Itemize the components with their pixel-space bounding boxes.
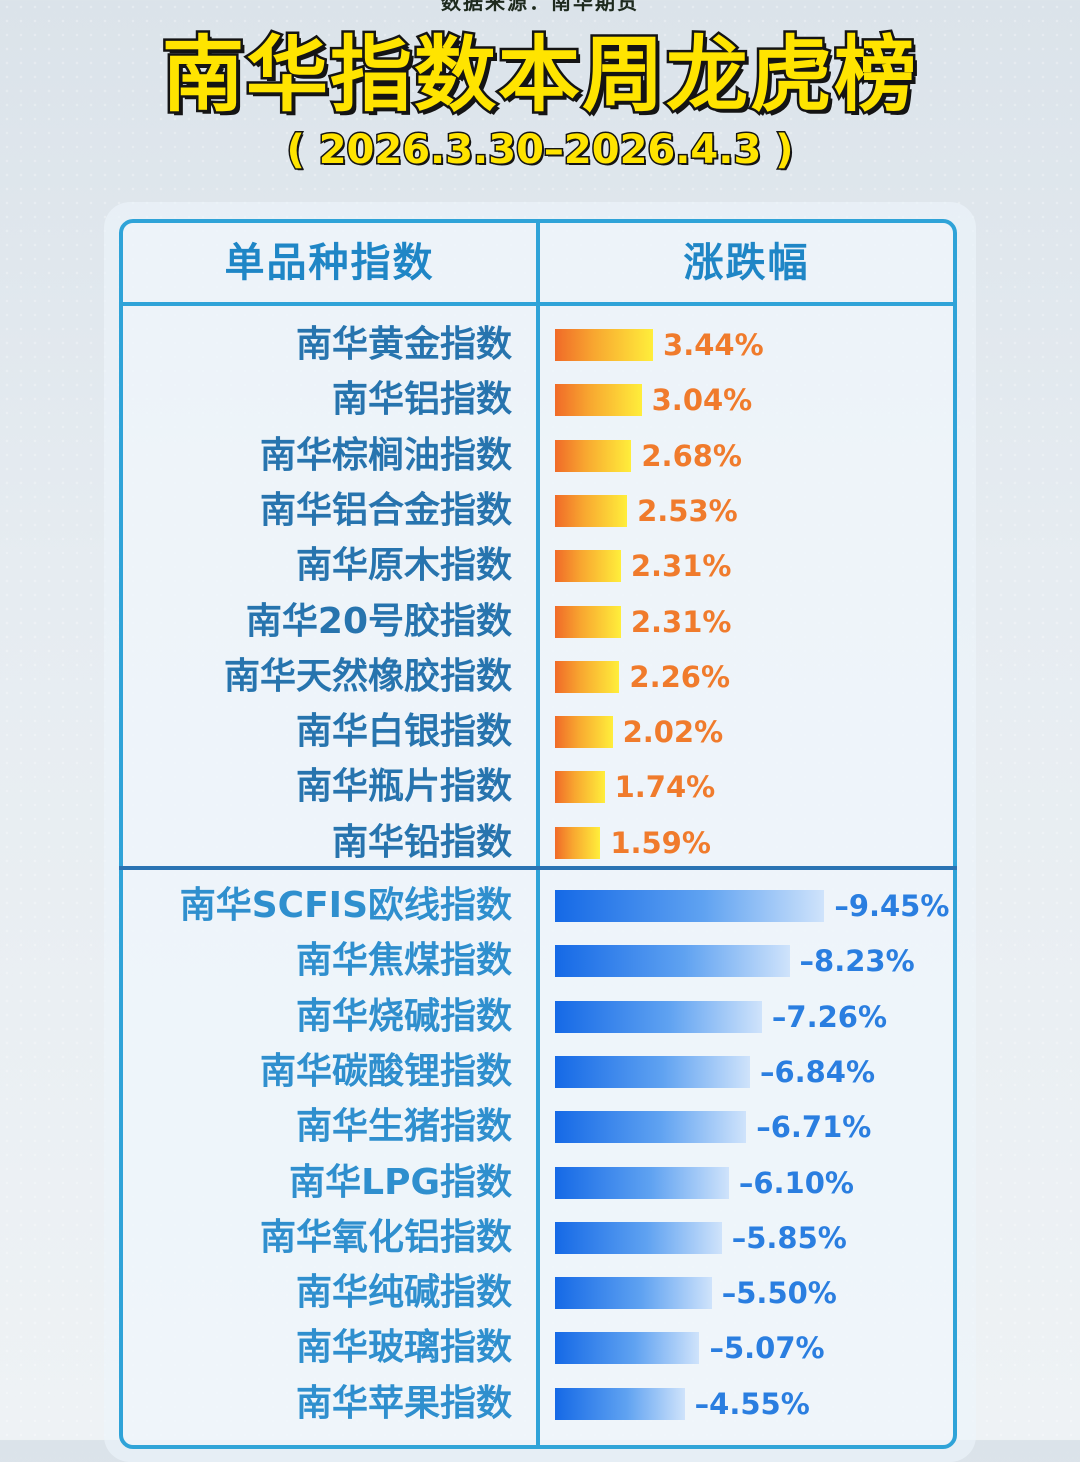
loss-index-name: 南华SCFIS欧线指数 [179, 885, 512, 926]
loss-index-name: 南华生猪指数 [295, 1106, 512, 1148]
loss-value-label: –5.07% [709, 1331, 825, 1366]
gain-bar [555, 384, 642, 417]
loss-value-label: –8.23% [799, 944, 915, 979]
gain-bar [555, 329, 654, 361]
loss-index-name: 南华氧化铝指数 [259, 1216, 512, 1258]
loss-index-name: 南华苹果指数 [295, 1382, 512, 1424]
loss-index-name: 南华烧碱指数 [295, 995, 512, 1037]
gain-value-label: 3.04% [651, 383, 753, 418]
loss-value-label: –6.71% [756, 1110, 872, 1145]
loss-bar [555, 890, 825, 922]
loss-bar [555, 945, 790, 978]
gain-bar [555, 771, 605, 804]
loss-bar [555, 1277, 712, 1310]
loss-index-name: 南华碳酸锂指数 [259, 1050, 512, 1092]
loss-value-label: –7.26% [771, 999, 888, 1034]
loss-index-name: 南华纯碱指数 [295, 1272, 512, 1314]
loss-bar [555, 1166, 729, 1199]
gain-index-name: 南华铝指数 [331, 379, 512, 421]
gain-bar [555, 826, 601, 859]
gain-index-name: 南华瓶片指数 [295, 766, 512, 808]
gain-bar [555, 716, 613, 749]
gain-index-name: 南华20号胶指数 [245, 600, 512, 642]
column-divider [536, 219, 540, 1449]
loss-value-label: –6.84% [759, 1054, 876, 1089]
column-header-index: 单品种指数 [224, 240, 435, 286]
date-range: ( 2026.3.30–2026.4.3 ) [285, 126, 795, 175]
page-title: 南华指数本周龙虎榜 [159, 26, 918, 126]
loss-value-label: –5.85% [731, 1220, 847, 1255]
section-divider [119, 866, 957, 870]
gain-index-name: 南华铝合金指数 [259, 489, 512, 531]
gain-bar [555, 439, 632, 472]
loss-index-name: 南华玻璃指数 [295, 1327, 512, 1369]
gain-bar [555, 494, 628, 527]
gain-index-name: 南华棕榈油指数 [259, 434, 512, 476]
loss-bar [555, 1387, 685, 1420]
loss-value-label: –4.55% [694, 1386, 810, 1421]
gain-index-name: 南华原木指数 [295, 545, 512, 587]
gain-value-label: 1.59% [610, 825, 711, 860]
data-source-note: 数据来源：南华期货 [441, 0, 639, 14]
gain-value-label: 1.74% [614, 770, 716, 805]
gain-bar [555, 550, 621, 583]
header-divider [119, 302, 957, 306]
gain-value-label: 2.53% [637, 493, 738, 528]
gain-index-name: 南华白银指数 [295, 711, 512, 753]
loss-bar [555, 1055, 750, 1088]
loss-index-name: 南华LPG指数 [289, 1161, 512, 1203]
column-header-change: 涨跌幅 [683, 240, 810, 286]
gain-value-label: 3.44% [663, 328, 764, 362]
loss-bar [555, 1111, 747, 1144]
gain-value-label: 2.26% [629, 659, 731, 694]
gain-value-label: 2.31% [630, 604, 732, 639]
loss-value-label: –6.10% [738, 1165, 854, 1200]
gain-value-label: 2.31% [630, 549, 732, 584]
gain-value-label: 2.68% [641, 438, 742, 473]
gain-value-label: 2.02% [622, 715, 724, 750]
loss-bar [555, 1000, 762, 1033]
gain-bar [555, 605, 621, 638]
loss-bar [555, 1221, 722, 1254]
gain-index-name: 南华黄金指数 [295, 324, 512, 365]
loss-value-label: –9.45% [834, 889, 950, 923]
gain-bar [555, 660, 620, 693]
loss-bar [555, 1332, 700, 1365]
loss-index-name: 南华焦煤指数 [295, 940, 512, 982]
gain-index-name: 南华天然橡胶指数 [223, 655, 512, 697]
loss-value-label: –5.50% [721, 1276, 837, 1311]
gain-index-name: 南华铅指数 [331, 821, 512, 863]
